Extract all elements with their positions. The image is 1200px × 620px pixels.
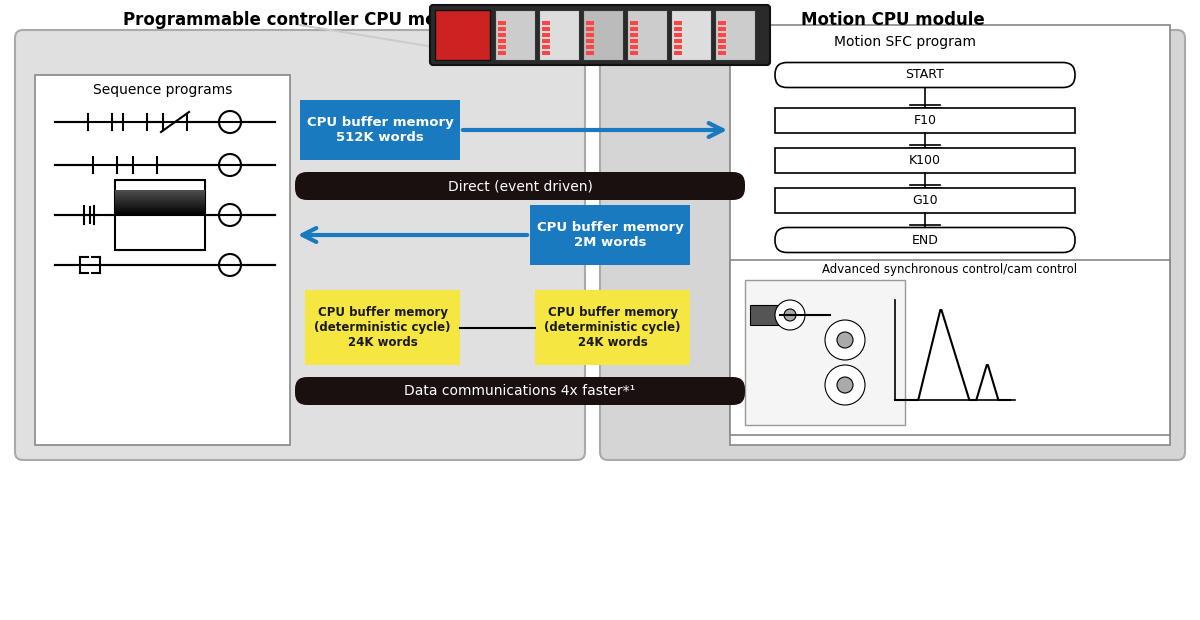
Bar	[436, 10, 490, 60]
Bar	[630, 27, 638, 31]
Text: CPU buffer memory
(deterministic cycle)
24K words: CPU buffer memory (deterministic cycle) …	[545, 306, 680, 349]
Bar	[718, 21, 726, 25]
FancyBboxPatch shape	[14, 30, 586, 460]
Bar	[115, 198, 205, 200]
Bar	[115, 200, 205, 202]
Bar	[775, 107, 1075, 133]
Bar	[115, 190, 205, 192]
Bar	[586, 51, 594, 55]
Bar	[115, 208, 205, 210]
Bar	[498, 39, 506, 43]
Bar	[586, 39, 594, 43]
Text: Motion SFC program: Motion SFC program	[834, 35, 976, 49]
Bar	[630, 21, 638, 25]
Text: F10: F10	[913, 113, 936, 126]
Bar	[674, 39, 682, 43]
Text: END: END	[912, 234, 938, 247]
Bar	[498, 45, 506, 49]
Text: G10: G10	[912, 193, 938, 206]
Bar	[530, 205, 690, 265]
Text: Data communications 4x faster*¹: Data communications 4x faster*¹	[404, 384, 636, 398]
Bar	[115, 206, 205, 208]
Bar	[718, 27, 726, 31]
Bar	[674, 33, 682, 37]
FancyBboxPatch shape	[775, 63, 1075, 87]
Text: CPU buffer memory
2M words: CPU buffer memory 2M words	[536, 221, 683, 249]
Circle shape	[826, 365, 865, 405]
FancyBboxPatch shape	[775, 228, 1075, 252]
Bar	[586, 27, 594, 31]
Bar	[305, 290, 460, 365]
Text: K100: K100	[910, 154, 941, 167]
FancyBboxPatch shape	[295, 377, 745, 405]
Text: Programmable controller CPU module: Programmable controller CPU module	[122, 11, 478, 29]
Circle shape	[838, 377, 853, 393]
Bar	[115, 210, 205, 212]
Bar	[628, 10, 667, 60]
Bar	[498, 21, 506, 25]
Bar	[542, 27, 550, 31]
Text: START: START	[906, 68, 944, 81]
Bar	[115, 180, 205, 250]
Bar	[674, 21, 682, 25]
Bar	[718, 39, 726, 43]
Bar	[542, 51, 550, 55]
Bar	[535, 290, 690, 365]
Text: Motion CPU module: Motion CPU module	[802, 11, 985, 29]
Bar	[730, 25, 1170, 445]
Bar	[583, 10, 623, 60]
Bar	[745, 280, 905, 425]
Text: CPU buffer memory
512K words: CPU buffer memory 512K words	[307, 116, 454, 144]
Bar	[539, 10, 580, 60]
Circle shape	[826, 320, 865, 360]
Bar	[586, 45, 594, 49]
Bar	[674, 51, 682, 55]
Bar	[496, 10, 535, 60]
FancyBboxPatch shape	[430, 5, 770, 65]
Bar	[775, 148, 1075, 172]
FancyBboxPatch shape	[600, 30, 1186, 460]
Bar	[115, 204, 205, 206]
FancyBboxPatch shape	[295, 172, 745, 200]
Text: CPU buffer memory
(deterministic cycle)
24K words: CPU buffer memory (deterministic cycle) …	[314, 306, 451, 349]
Bar	[630, 33, 638, 37]
Circle shape	[838, 332, 853, 348]
Circle shape	[784, 309, 796, 321]
Bar	[630, 39, 638, 43]
Bar	[674, 45, 682, 49]
Text: Advanced synchronous control/cam control: Advanced synchronous control/cam control	[822, 264, 1078, 277]
Bar	[630, 45, 638, 49]
Bar	[498, 33, 506, 37]
Bar	[630, 51, 638, 55]
Text: Direct (event driven): Direct (event driven)	[448, 179, 593, 193]
Bar	[542, 33, 550, 37]
Bar	[718, 51, 726, 55]
Bar	[775, 187, 1075, 213]
Bar	[115, 194, 205, 196]
Bar	[300, 100, 460, 160]
Bar	[674, 27, 682, 31]
Bar	[35, 75, 290, 445]
Bar	[730, 260, 1170, 435]
Bar	[542, 21, 550, 25]
Bar	[586, 21, 594, 25]
Circle shape	[775, 300, 805, 330]
Bar	[115, 192, 205, 194]
Bar	[115, 212, 205, 214]
Bar	[115, 202, 205, 204]
Bar	[542, 45, 550, 49]
Bar	[115, 196, 205, 198]
Bar	[586, 33, 594, 37]
Bar	[715, 10, 755, 60]
Bar	[498, 27, 506, 31]
Bar	[671, 10, 710, 60]
Bar	[542, 39, 550, 43]
Text: Sequence programs: Sequence programs	[94, 83, 233, 97]
Bar	[750, 305, 780, 325]
Bar	[498, 51, 506, 55]
Bar	[718, 45, 726, 49]
Bar	[718, 33, 726, 37]
